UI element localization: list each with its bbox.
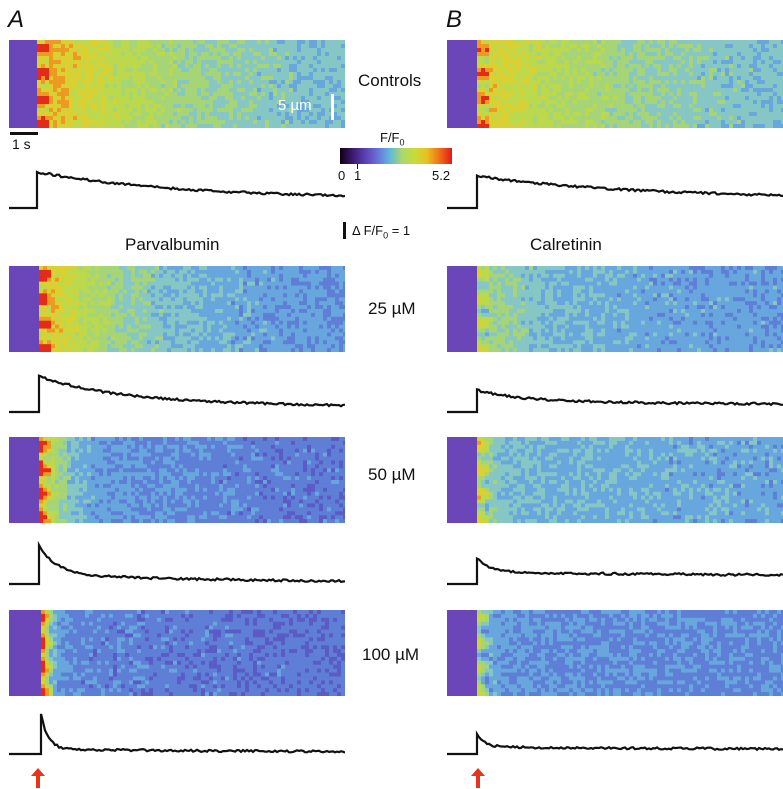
condition-label-100um: 100 µM: [362, 645, 420, 664]
trace-b-100um: [447, 730, 783, 756]
linescan-image-b-100um: [447, 610, 783, 696]
trace-line: [447, 556, 783, 586]
trace-line: [447, 173, 783, 210]
linescan-image-b-controls: [447, 40, 783, 128]
linescan-image-b-50um: [447, 437, 783, 523]
trace-line: [9, 374, 345, 414]
trace-b-25um: [447, 387, 783, 414]
title-calretinin: Calretinin: [530, 235, 602, 254]
colorbar-title: F/F0: [380, 130, 405, 148]
colorbar-one-label: 1: [354, 168, 362, 183]
trace-line: [9, 170, 345, 210]
stimulus-arrow-a-icon: [31, 768, 45, 788]
condition-label-controls: Controls: [358, 71, 422, 90]
df-scale-label: Δ F/F0 = 1: [352, 223, 411, 241]
colorbar-max-label: 5.2: [432, 168, 451, 183]
space-scale-label: 5 µm: [278, 97, 312, 114]
colorbar-min-label: 0: [338, 168, 346, 183]
trace-a-25um: [9, 374, 345, 414]
time-scale-label: 1 s: [12, 136, 31, 152]
colorbar-tick-one: [357, 164, 358, 169]
linescan-image-a-50um: [9, 437, 345, 523]
panel-letter-b: B: [446, 6, 463, 33]
panel-letter-a: A: [8, 6, 25, 33]
trace-line: [447, 730, 783, 756]
trace-line: [9, 540, 345, 586]
time-scale-bar: [10, 132, 38, 135]
trace-a-controls: [9, 170, 345, 210]
df-scale-bar: [343, 222, 346, 239]
condition-label-50um: 50 µM: [368, 465, 416, 484]
linescan-image-a-100um: [9, 610, 345, 696]
trace-a-50um: [9, 540, 345, 586]
linescan-image-a-25um: [9, 266, 345, 352]
trace-a-100um: [9, 713, 345, 756]
trace-line: [9, 713, 345, 756]
linescan-image-b-25um: [447, 266, 783, 352]
linescan-image-a-controls: [9, 40, 345, 128]
trace-b-controls: [447, 173, 783, 210]
colorbar: [340, 148, 452, 164]
trace-line: [447, 387, 783, 414]
condition-label-25um: 25 µM: [368, 299, 416, 318]
title-parvalbumin: Parvalbumin: [125, 235, 220, 254]
space-scale-bar: [331, 94, 334, 120]
stimulus-arrow-b-icon: [471, 768, 485, 788]
trace-b-50um: [447, 556, 783, 586]
